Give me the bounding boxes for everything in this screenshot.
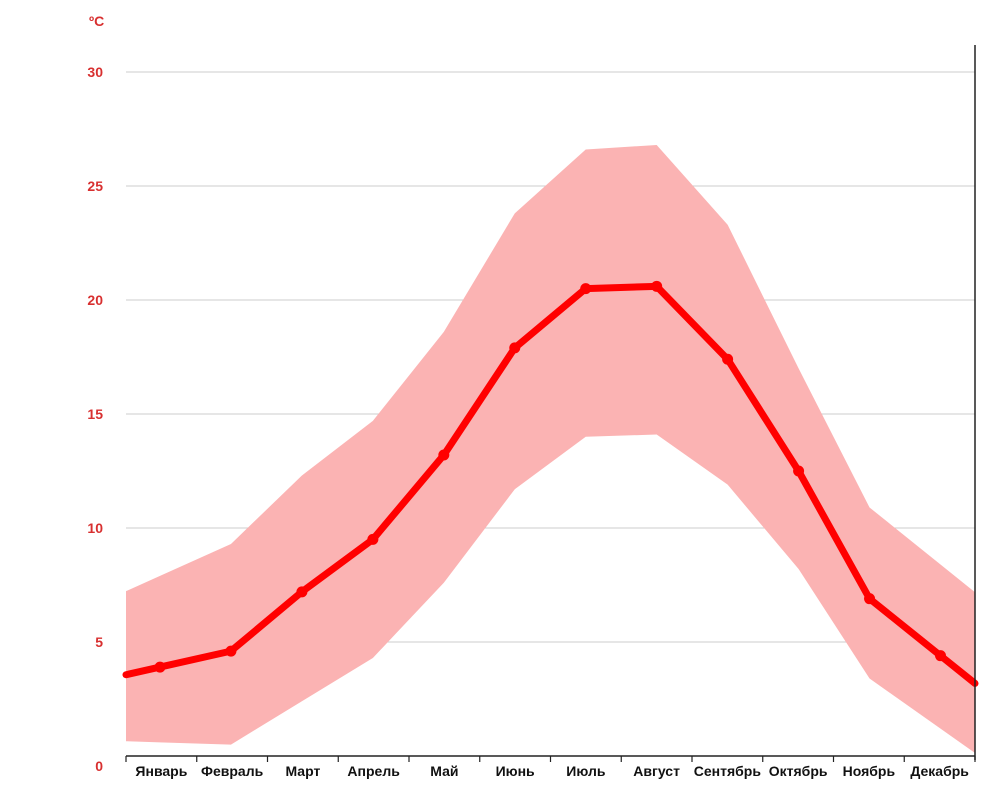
data-point-7 [580, 283, 592, 295]
y-tick-label: 10 [87, 520, 103, 536]
data-point-1 [154, 661, 166, 673]
temperature-range-band [126, 144, 975, 754]
data-point-2 [225, 645, 237, 657]
y-tick-label: 15 [87, 406, 103, 422]
y-axis-tick-labels: 0 5 10 15 20 25 30 [87, 64, 103, 774]
data-point-10 [793, 465, 805, 477]
y-tick-label: 25 [87, 178, 103, 194]
x-axis-tick-labels: Январь Февраль Март Апрель Май Июнь Июль Август… [135, 763, 969, 779]
y-tick-label: 5 [95, 634, 103, 650]
data-point-11 [864, 593, 876, 605]
x-tick-label: Декабрь [910, 763, 969, 779]
x-tick-label: Февраль [201, 763, 264, 779]
x-tick-label: Ноябрь [843, 763, 896, 779]
x-tick-label: Январь [135, 763, 187, 779]
x-tick-label: Март [285, 763, 320, 779]
axes [125, 45, 976, 762]
data-point-8 [651, 280, 663, 292]
data-point-4 [367, 533, 379, 545]
data-point-6 [509, 342, 521, 354]
x-tick-label: Июль [566, 763, 606, 779]
data-point-12 [935, 650, 946, 662]
x-tick-label: Май [430, 763, 458, 779]
average-temperature-series [122, 280, 979, 687]
range-band-area [126, 144, 975, 754]
y-tick-label: 30 [87, 64, 103, 80]
y-tick-label: 20 [87, 292, 103, 308]
x-tick-label: Октябрь [769, 763, 828, 779]
y-axis-unit-label: ºC [89, 13, 104, 29]
x-tick-label: Сентябрь [694, 763, 762, 779]
data-point-9 [722, 353, 734, 365]
x-tick-label: Август [633, 763, 680, 779]
data-point-3 [296, 586, 308, 598]
series-line [122, 282, 979, 687]
data-point-5 [438, 449, 450, 461]
x-tick-label: Апрель [347, 763, 400, 779]
y-tick-label: 0 [95, 758, 103, 774]
x-tick-label: Июнь [496, 763, 535, 779]
